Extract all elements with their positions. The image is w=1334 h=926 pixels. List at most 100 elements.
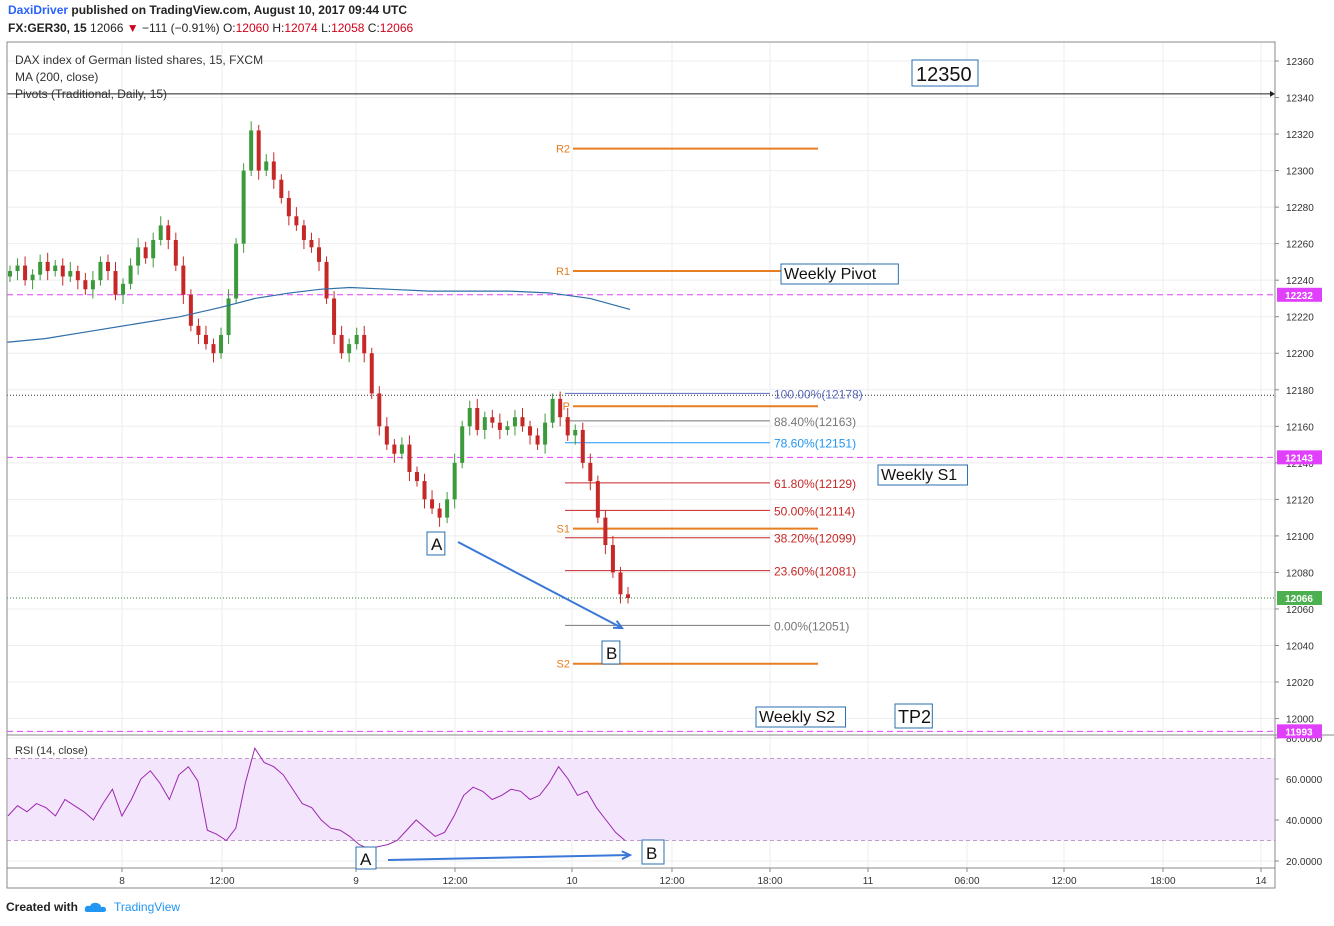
candle-body	[38, 261, 43, 275]
candle-body	[543, 422, 548, 445]
pivot-levels: R2 R1 P S1 S2	[556, 144, 818, 671]
ma-200-line[interactable]	[6, 286, 631, 343]
candle-body	[550, 398, 555, 423]
candle-body	[98, 261, 103, 281]
candle-body	[279, 179, 284, 198]
chart-header: DaxiDriver published on TradingView.com,…	[0, 0, 1334, 40]
label-b-price: B	[601, 640, 621, 665]
label-12350: 12350	[911, 59, 979, 87]
label-weekly-s2-box	[755, 706, 847, 728]
candle-body	[535, 435, 540, 445]
candle-body	[332, 298, 337, 335]
candle-body	[558, 398, 563, 418]
candle-body	[264, 161, 269, 171]
footer: Created with TradingView	[6, 900, 180, 914]
price-tag-label: 12143	[1285, 453, 1313, 464]
candle-body	[68, 271, 73, 277]
x-tick-label: 11	[863, 876, 874, 887]
candle-body	[294, 216, 299, 226]
candle-body	[467, 408, 472, 427]
symbol-label: FX:GER30, 15	[8, 21, 87, 35]
label-tp2-text: TP2	[898, 707, 931, 727]
label-a-rsi-text: A	[360, 850, 372, 869]
candle-body	[143, 247, 148, 259]
price-tag	[1277, 590, 1322, 605]
candle-body	[128, 265, 133, 284]
candle-body	[573, 429, 578, 436]
candle-body	[15, 265, 20, 272]
label-weekly-s2-text: Weekly S2	[759, 709, 835, 726]
tradingview-brand[interactable]: TradingView	[114, 900, 181, 914]
x-tick-label: 12:00	[442, 876, 467, 887]
rsi-line[interactable]	[7, 747, 626, 850]
open-label: O:	[222, 21, 236, 35]
label-a-rsi: A	[355, 846, 377, 870]
y-tick-label: 12100	[1286, 532, 1314, 543]
candle-body	[271, 161, 276, 180]
low-label: L:	[321, 21, 332, 35]
price-tag-label: 11993	[1285, 727, 1313, 738]
candle-body	[8, 271, 12, 277]
candle-body	[166, 225, 171, 240]
x-tick-label: 14	[1255, 876, 1267, 887]
label-tp2-box	[894, 703, 933, 729]
label-weekly-s1-box	[877, 464, 969, 486]
candle-body	[173, 239, 178, 266]
rsi-band-fill	[8, 758, 1274, 841]
price-tag-label: 12232	[1285, 291, 1313, 302]
candle-body	[249, 130, 254, 171]
y-tick-label: 12220	[1286, 313, 1314, 324]
candle-body	[445, 499, 450, 518]
candle-body	[407, 444, 412, 472]
candle-body	[384, 426, 389, 445]
price-tag-label: 12066	[1285, 594, 1313, 605]
annotations[interactable]: 12350 Weekly Pivot Weekly S1 Weekly S2 TP2 A B…	[355, 59, 979, 870]
candle-body	[151, 239, 156, 259]
y-tick-label: 12080	[1286, 568, 1314, 579]
rsi-y-tick-label: 80.0000	[1286, 734, 1323, 745]
label-12350-box	[911, 59, 979, 87]
candle-body	[603, 517, 608, 546]
candle-body	[377, 393, 382, 427]
down-triangle-icon: ▼	[126, 21, 139, 35]
y-tick-label: 12240	[1286, 276, 1314, 287]
pivot-label: S2	[557, 659, 570, 671]
candle-body	[188, 294, 193, 326]
y-tick-label: 12040	[1286, 641, 1314, 652]
x-tick-label: 8	[119, 876, 125, 887]
x-tick-label: 12:00	[1051, 876, 1076, 887]
y-tick-label: 12120	[1286, 495, 1314, 506]
label-b-rsi-text: B	[646, 844, 657, 863]
x-tick-label: 18:00	[757, 876, 782, 887]
open-value: 12060	[235, 21, 269, 35]
candle-body	[512, 417, 517, 427]
rsi-y-tick-label: 60.0000	[1286, 775, 1323, 786]
candle-body	[595, 481, 600, 518]
label-a-price: A	[426, 531, 446, 556]
candle-body	[211, 344, 216, 354]
candle-body	[60, 265, 65, 277]
y-tick-label: 12280	[1286, 203, 1314, 214]
label-a-rsi-box	[355, 846, 377, 870]
rsi-path	[7, 747, 626, 850]
candle-body	[234, 243, 239, 299]
y-tick-label: 12200	[1286, 349, 1314, 360]
label-a-price-text: A	[431, 535, 443, 554]
price-tag	[1277, 724, 1322, 739]
candle-body	[83, 280, 88, 290]
author-link[interactable]: DaxiDriver	[8, 3, 69, 17]
low-value: 12058	[331, 21, 365, 35]
candle-body	[158, 225, 163, 240]
candle-body	[256, 130, 261, 171]
candle-body	[588, 462, 593, 482]
x-tick-label: 18:00	[1150, 876, 1175, 887]
candlestick-series[interactable]	[8, 121, 630, 604]
fibonacci-retracement[interactable]: 100.00%(12178) 88.40%(12163) 78.60%(12151)…	[565, 387, 863, 633]
fib-label: 88.40%(12163)	[774, 415, 856, 429]
candle-body	[580, 429, 585, 463]
price-tag	[1277, 450, 1322, 465]
level-arrow-icon	[1270, 90, 1275, 97]
candle-body	[75, 271, 80, 281]
label-b-rsi: B	[641, 839, 665, 865]
